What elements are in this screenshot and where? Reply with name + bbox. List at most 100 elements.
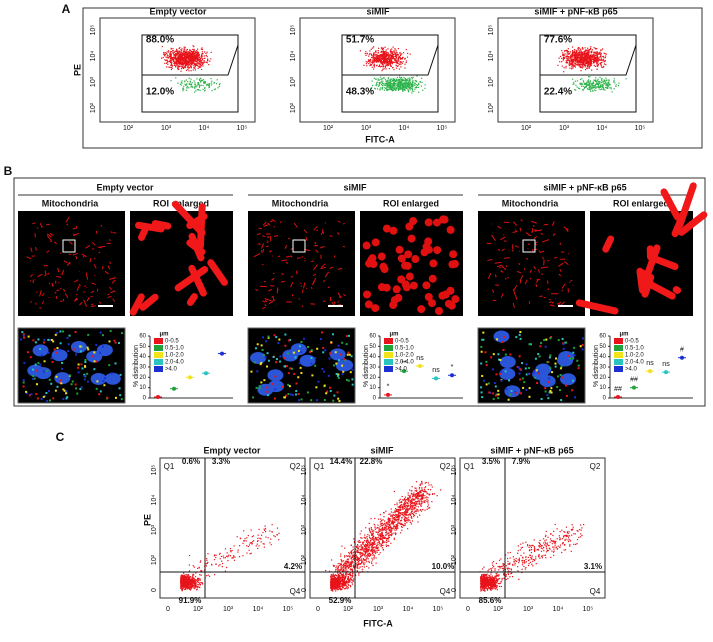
event-dot (589, 55, 591, 57)
y-tick-label: 10⁴ (488, 51, 495, 62)
event-dot (370, 60, 372, 62)
nucleus (86, 350, 103, 363)
event-dot (394, 85, 396, 87)
event-dot (379, 59, 381, 61)
mito-strand (44, 270, 47, 276)
event-dot (394, 61, 396, 64)
event-dot (173, 53, 175, 56)
event-dot (195, 63, 197, 65)
event-dot (415, 87, 418, 89)
mito-segment (534, 357, 537, 360)
event-dot (276, 527, 279, 529)
mito-segment (278, 338, 281, 341)
event-dot (381, 87, 383, 89)
event-dot (199, 85, 201, 87)
event-dot (194, 82, 196, 84)
event-dot (176, 51, 178, 53)
event-dot (600, 64, 602, 66)
event-dot (192, 51, 195, 54)
event-dot (402, 90, 404, 92)
quadrant-name: Q1 (164, 462, 175, 471)
event-dot (603, 65, 605, 68)
mito-segment (348, 353, 351, 356)
mito-segment (286, 352, 289, 355)
event-dot (169, 53, 171, 56)
event-dot (375, 50, 377, 52)
event-dot (604, 81, 606, 84)
event-dot (606, 85, 608, 87)
event-dot (389, 84, 391, 86)
event-dot (411, 90, 414, 92)
event-dot (581, 53, 584, 56)
mito-segment (290, 367, 293, 370)
mito-segment (347, 334, 350, 337)
event-dot (569, 60, 571, 62)
roi-strand (448, 260, 457, 269)
event-dot (368, 59, 370, 61)
event-dot (582, 57, 584, 60)
y-tick-label: 60 (139, 334, 146, 340)
event-dot (194, 85, 196, 87)
event-dot (198, 62, 200, 64)
mito-segment (520, 392, 523, 395)
event-dot (393, 84, 395, 86)
x-tick-label: 10³ (223, 606, 234, 613)
event-dot (207, 85, 210, 87)
roi-strand (446, 225, 455, 234)
mito-segment (350, 355, 353, 358)
event-dot (572, 83, 574, 85)
event-dot (380, 47, 383, 49)
event-dot (185, 49, 188, 51)
mito-segment (254, 347, 257, 350)
event-dot (244, 538, 246, 540)
event-dot (203, 82, 205, 85)
mito-segment (500, 379, 503, 382)
event-dot (403, 85, 405, 87)
event-dot (194, 87, 196, 89)
event-dot (198, 579, 200, 581)
mito-strand (264, 299, 268, 303)
y-tick-label: 40 (139, 354, 146, 360)
event-dot (570, 60, 572, 62)
event-dot (182, 66, 184, 68)
event-dot (573, 48, 576, 51)
event-dot (270, 538, 272, 540)
event-dot (184, 80, 186, 82)
event-dot (580, 51, 582, 53)
roi-strand (395, 245, 404, 254)
event-dot (201, 55, 203, 57)
event-dot (169, 55, 171, 57)
event-dot (192, 586, 194, 588)
mito-segment (316, 347, 319, 350)
event-dot (192, 57, 194, 59)
event-dot (390, 60, 393, 63)
mito-strand (290, 255, 293, 258)
mito-segment (510, 389, 513, 392)
event-dot (204, 51, 206, 53)
plot-title: Empty vector (203, 445, 261, 455)
event-dot (373, 68, 375, 70)
event-dot (398, 59, 400, 61)
event-dot (197, 586, 200, 588)
event-dot (403, 88, 406, 91)
event-dot (164, 62, 166, 65)
event-dot (388, 88, 390, 90)
mito-strand (72, 227, 77, 230)
event-dot (171, 62, 173, 64)
event-dot (565, 56, 567, 58)
event-dot (202, 62, 204, 65)
mito-segment (310, 399, 313, 402)
event-dot (573, 65, 576, 67)
mito-segment (292, 351, 295, 354)
event-dot (414, 88, 416, 90)
event-dot (386, 84, 388, 86)
mito-segment (549, 354, 552, 357)
event-dot (200, 81, 202, 83)
mito-segment (492, 353, 495, 356)
event-dot (421, 81, 423, 84)
event-dot (199, 62, 201, 65)
event-dot (196, 59, 199, 62)
event-dot (379, 65, 381, 67)
mito-strand (543, 296, 546, 299)
event-dot (593, 86, 596, 89)
